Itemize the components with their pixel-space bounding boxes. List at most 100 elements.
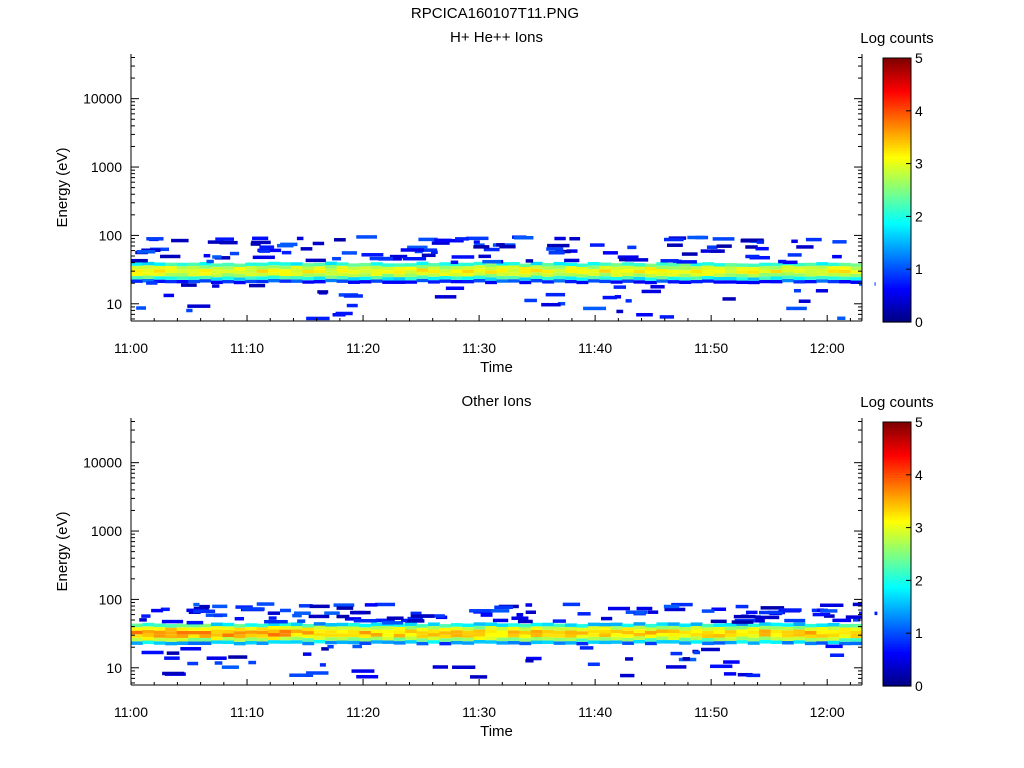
spectrogram-cell <box>706 245 718 249</box>
spectrogram-cell <box>473 265 486 269</box>
colorbar-segment <box>883 564 911 568</box>
colorbar-segment <box>883 229 911 233</box>
spectrogram-cell <box>485 270 497 274</box>
spectrogram-cell <box>462 276 475 280</box>
spectrogram-cell <box>770 629 783 634</box>
spectrogram-cell <box>153 262 166 266</box>
colorbar-segment <box>883 219 911 223</box>
spectrogram-cell <box>313 276 326 280</box>
spectrogram-cell <box>153 637 166 642</box>
colorbar-segment <box>883 670 911 674</box>
spectrogram-cell <box>569 236 581 241</box>
spectrogram-cell <box>480 613 493 617</box>
spectrogram-cell <box>587 268 600 273</box>
spectrogram-cell <box>199 272 212 276</box>
spectrogram-cell <box>713 273 726 277</box>
spectrogram-cell <box>724 276 737 281</box>
spectrogram-cell <box>599 633 612 638</box>
spectrogram-cell <box>327 644 334 649</box>
spectrogram-cell <box>264 619 288 624</box>
colorbar-segment <box>883 192 911 196</box>
spectrogram-cell <box>852 602 870 607</box>
colorbar-segment <box>883 675 911 679</box>
spectrogram-cell <box>256 630 269 635</box>
spectrogram-cell <box>644 627 657 632</box>
spectrogram-cell <box>778 608 802 612</box>
spectrogram-cell <box>656 269 669 273</box>
colorbar-segment <box>883 89 911 93</box>
spectrogram-cell <box>361 253 384 257</box>
spectrogram-cell <box>610 622 623 627</box>
spectrogram-cell <box>496 623 509 627</box>
spectrogram-cell <box>736 280 749 285</box>
spectrogram-cell <box>610 626 623 630</box>
colorbar-segment <box>883 319 911 323</box>
spectrogram-cell <box>450 626 463 631</box>
spectrogram-cell <box>131 279 143 283</box>
colorbar-segment <box>883 501 911 505</box>
spectrogram-cell <box>517 619 533 624</box>
spectrogram-cell <box>749 255 770 260</box>
spectrogram-cell <box>690 266 703 270</box>
spectrogram-cell <box>348 640 360 645</box>
spectrogram-cell <box>317 290 329 294</box>
colorbar-segment <box>883 577 911 581</box>
colorbar-segment <box>883 292 911 297</box>
colorbar-segment <box>883 118 911 122</box>
spectrogram-cell <box>644 267 657 271</box>
spectrogram-cell <box>553 272 566 276</box>
spectrogram-cell <box>348 270 360 274</box>
spectrogram-cell <box>625 657 634 661</box>
spectrogram-cell <box>702 279 715 283</box>
colorbar-segment <box>883 625 911 629</box>
spectrogram-cell <box>723 672 737 676</box>
spectrogram-cell <box>716 244 732 248</box>
spectrogram-cell <box>825 644 843 649</box>
spectrogram-cell <box>496 272 509 276</box>
spectrogram-cell <box>663 237 684 242</box>
spectrogram-cell <box>702 272 715 276</box>
spectrogram-cell <box>279 269 292 273</box>
colorbar-segment <box>883 662 911 666</box>
spectrogram-cell <box>693 650 701 655</box>
colorbar-segment <box>883 554 911 558</box>
spectrogram-cell <box>245 269 258 273</box>
spectrogram-cell <box>473 622 486 626</box>
spectrogram-cell <box>407 616 424 621</box>
y-tick-label: 10 <box>106 660 122 676</box>
spectrogram-cell <box>793 640 806 644</box>
spectrogram-cell <box>610 263 623 267</box>
spectrogram-cell <box>473 625 486 630</box>
spectrogram-cell <box>827 633 840 638</box>
spectrogram-cell <box>325 633 338 638</box>
spectrogram-cell <box>393 626 406 631</box>
spectrogram-cell <box>679 266 692 271</box>
x-tick-label: 11:30 <box>462 340 496 356</box>
spectrogram-cell <box>496 265 509 270</box>
colorbar-segment <box>883 524 911 529</box>
spectrogram-cell <box>188 637 201 642</box>
spectrogram-cell <box>206 656 227 660</box>
spectrogram-cell <box>565 637 577 642</box>
spectrogram-cell <box>622 623 635 628</box>
spectrogram-cell <box>268 268 280 273</box>
spectrogram-cell <box>393 637 406 642</box>
spectrogram-cell <box>542 266 555 270</box>
spectrogram-cell <box>268 261 280 266</box>
spectrogram-cell <box>485 626 497 630</box>
x-tick-label: 11:00 <box>114 704 148 720</box>
colorbar-segment <box>883 437 911 442</box>
spectrogram-cell <box>142 265 155 269</box>
spectrogram-cell <box>325 630 338 634</box>
spectrogram-cell <box>160 254 181 259</box>
spectrogram-cell <box>496 637 509 642</box>
colorbar: 0 1 2 3 4 5 Log counts <box>860 30 933 330</box>
spectrogram-cell <box>139 618 147 622</box>
spectrogram-cell <box>336 276 349 280</box>
spectrogram-cell <box>827 637 840 641</box>
spectrogram-cell <box>702 634 715 639</box>
spectrogram-cell <box>405 622 418 626</box>
spectrogram-cell <box>710 664 733 669</box>
colorbar-segment <box>883 445 911 449</box>
spectrogram-cell <box>131 276 143 280</box>
